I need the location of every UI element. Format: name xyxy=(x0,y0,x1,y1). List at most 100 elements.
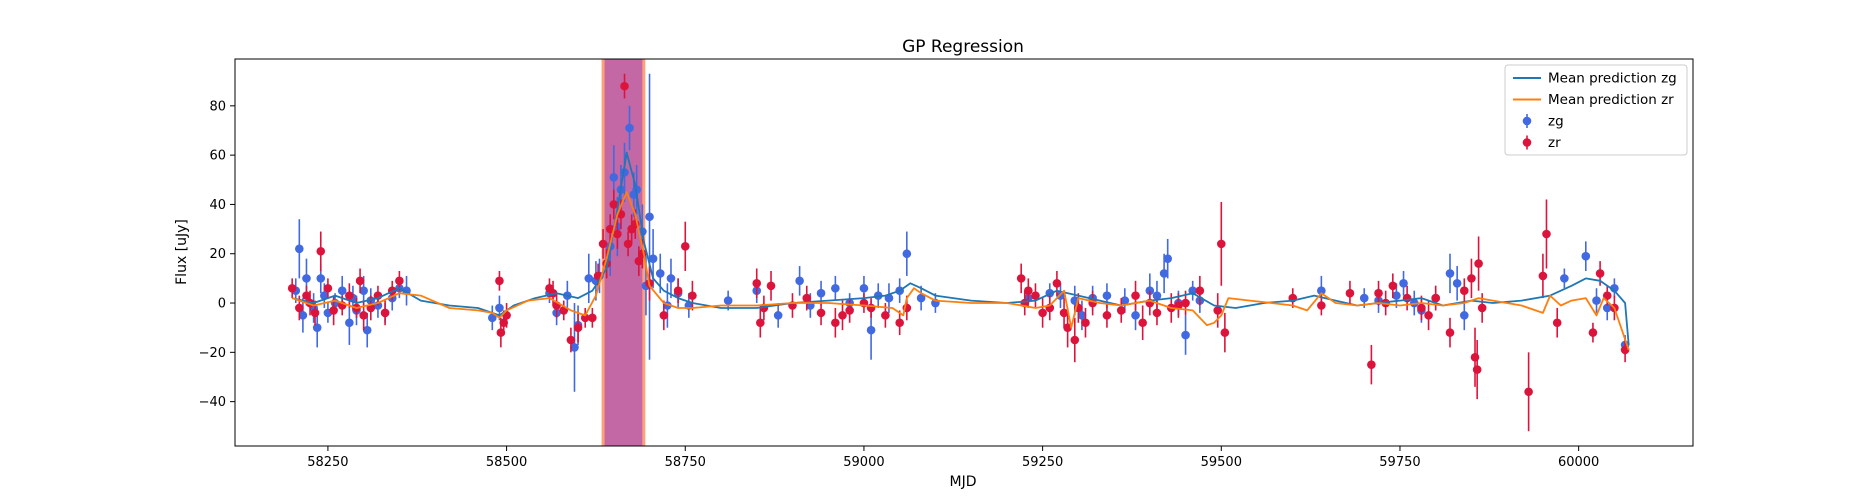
data-point-zg xyxy=(1592,296,1601,305)
data-point-zg xyxy=(773,311,783,320)
y-tick-label: −40 xyxy=(199,395,226,410)
data-point-zg xyxy=(1359,293,1369,303)
data-point-zg xyxy=(831,283,840,293)
data-point-zr xyxy=(1542,229,1551,239)
data-point-zr xyxy=(895,318,904,328)
y-axis: −40 −20 0 20 40 60 80 xyxy=(199,99,235,410)
data-point-zg xyxy=(1445,269,1455,278)
data-point-zr xyxy=(295,303,304,313)
data-point-zg xyxy=(902,249,912,259)
legend: Mean prediction zg Mean prediction zr zg zr xyxy=(1504,64,1688,156)
data-point-zg xyxy=(1163,254,1172,263)
data-point-zg xyxy=(312,323,322,332)
data-point-zg xyxy=(570,343,579,352)
plot-inner xyxy=(287,59,1630,446)
data-point-zg xyxy=(1120,296,1130,305)
data-point-zr xyxy=(1038,308,1047,318)
data-point-zr xyxy=(1024,286,1033,296)
data-point-zr xyxy=(495,276,504,286)
x-axis-label: MJD xyxy=(950,474,977,490)
data-point-zr xyxy=(1213,306,1223,315)
data-point-zr xyxy=(866,303,876,313)
data-point-zg xyxy=(1181,330,1190,340)
legend-label: zg xyxy=(1548,114,1564,130)
data-point-zr xyxy=(1374,288,1383,298)
data-point-zg xyxy=(1399,279,1408,288)
data-point-zr xyxy=(1138,318,1147,328)
data-point-zr xyxy=(287,283,297,293)
data-point-zg xyxy=(362,325,372,335)
data-point-zr xyxy=(838,311,847,320)
x-tick-label: 59000 xyxy=(843,455,884,470)
data-point-zg xyxy=(345,318,354,328)
data-point-zr xyxy=(1031,291,1040,300)
data-point-zr xyxy=(1070,335,1080,345)
data-point-zg xyxy=(584,274,594,283)
data-point-zr xyxy=(588,313,597,323)
x-tick-label: 58500 xyxy=(486,455,527,470)
data-point-zr xyxy=(634,256,644,266)
data-point-zr xyxy=(1345,288,1355,298)
data-point-zr xyxy=(1081,318,1090,328)
y-tick-label: 40 xyxy=(209,198,226,213)
data-point-zg xyxy=(645,212,654,222)
data-point-zr xyxy=(756,318,765,328)
data-point-zr xyxy=(1417,303,1426,313)
data-point-zr xyxy=(1016,274,1026,283)
data-point-zg xyxy=(298,311,308,320)
data-point-zr xyxy=(1552,318,1562,328)
data-point-zr xyxy=(1317,301,1326,310)
data-point-zr xyxy=(359,311,368,320)
data-point-zr xyxy=(1063,323,1072,332)
data-point-zr xyxy=(752,279,762,288)
data-point-zg xyxy=(1392,291,1401,300)
data-point-zg xyxy=(316,274,326,283)
mean-prediction-line-2 xyxy=(291,191,1630,351)
data-point-zr xyxy=(609,200,619,209)
data-point-zr xyxy=(688,291,697,300)
data-point-zr xyxy=(845,306,854,315)
data-point-zr xyxy=(802,293,812,303)
legend-label: Mean prediction zr xyxy=(1548,92,1674,108)
data-point-zg xyxy=(859,283,869,293)
legend-label: zr xyxy=(1548,135,1561,151)
x-tick-label: 59500 xyxy=(1201,455,1242,470)
data-point-zr xyxy=(659,311,669,320)
legend-marker-swatch xyxy=(1522,138,1532,147)
data-point-zg xyxy=(337,286,347,296)
data-point-zr xyxy=(1367,360,1376,369)
data-point-zg xyxy=(1581,251,1591,261)
data-point-zr xyxy=(1602,291,1612,300)
x-tick-label: 59250 xyxy=(1022,455,1063,470)
data-point-zr xyxy=(1477,303,1487,313)
data-point-zr xyxy=(766,281,776,291)
data-point-zr xyxy=(1538,271,1548,281)
data-point-zg xyxy=(916,293,926,303)
data-point-zr xyxy=(316,246,326,256)
data-point-zg xyxy=(866,325,876,335)
data-point-zg xyxy=(816,288,826,298)
axes-frame xyxy=(234,58,1694,447)
data-point-zg xyxy=(1317,286,1326,296)
data-point-zr xyxy=(566,335,576,345)
legend-box xyxy=(1504,64,1688,156)
data-point-zr xyxy=(380,308,390,318)
data-point-zr xyxy=(1524,387,1533,397)
data-point-zg xyxy=(359,286,368,296)
y-tick-label: 0 xyxy=(218,297,226,312)
y-tick-label: −20 xyxy=(199,346,226,361)
data-point-zg xyxy=(1159,269,1169,278)
data-point-zr xyxy=(620,81,629,91)
data-point-zg xyxy=(295,244,304,254)
x-tick-label: 58250 xyxy=(307,455,348,470)
data-point-zr xyxy=(1474,259,1483,268)
data-point-zr xyxy=(1152,308,1162,318)
data-point-zr xyxy=(1102,311,1112,320)
data-point-zg xyxy=(795,276,804,286)
x-tick-label: 59750 xyxy=(1379,455,1420,470)
data-point-zr xyxy=(580,313,590,323)
data-point-zg xyxy=(1102,291,1112,300)
data-point-zr xyxy=(1424,311,1433,320)
